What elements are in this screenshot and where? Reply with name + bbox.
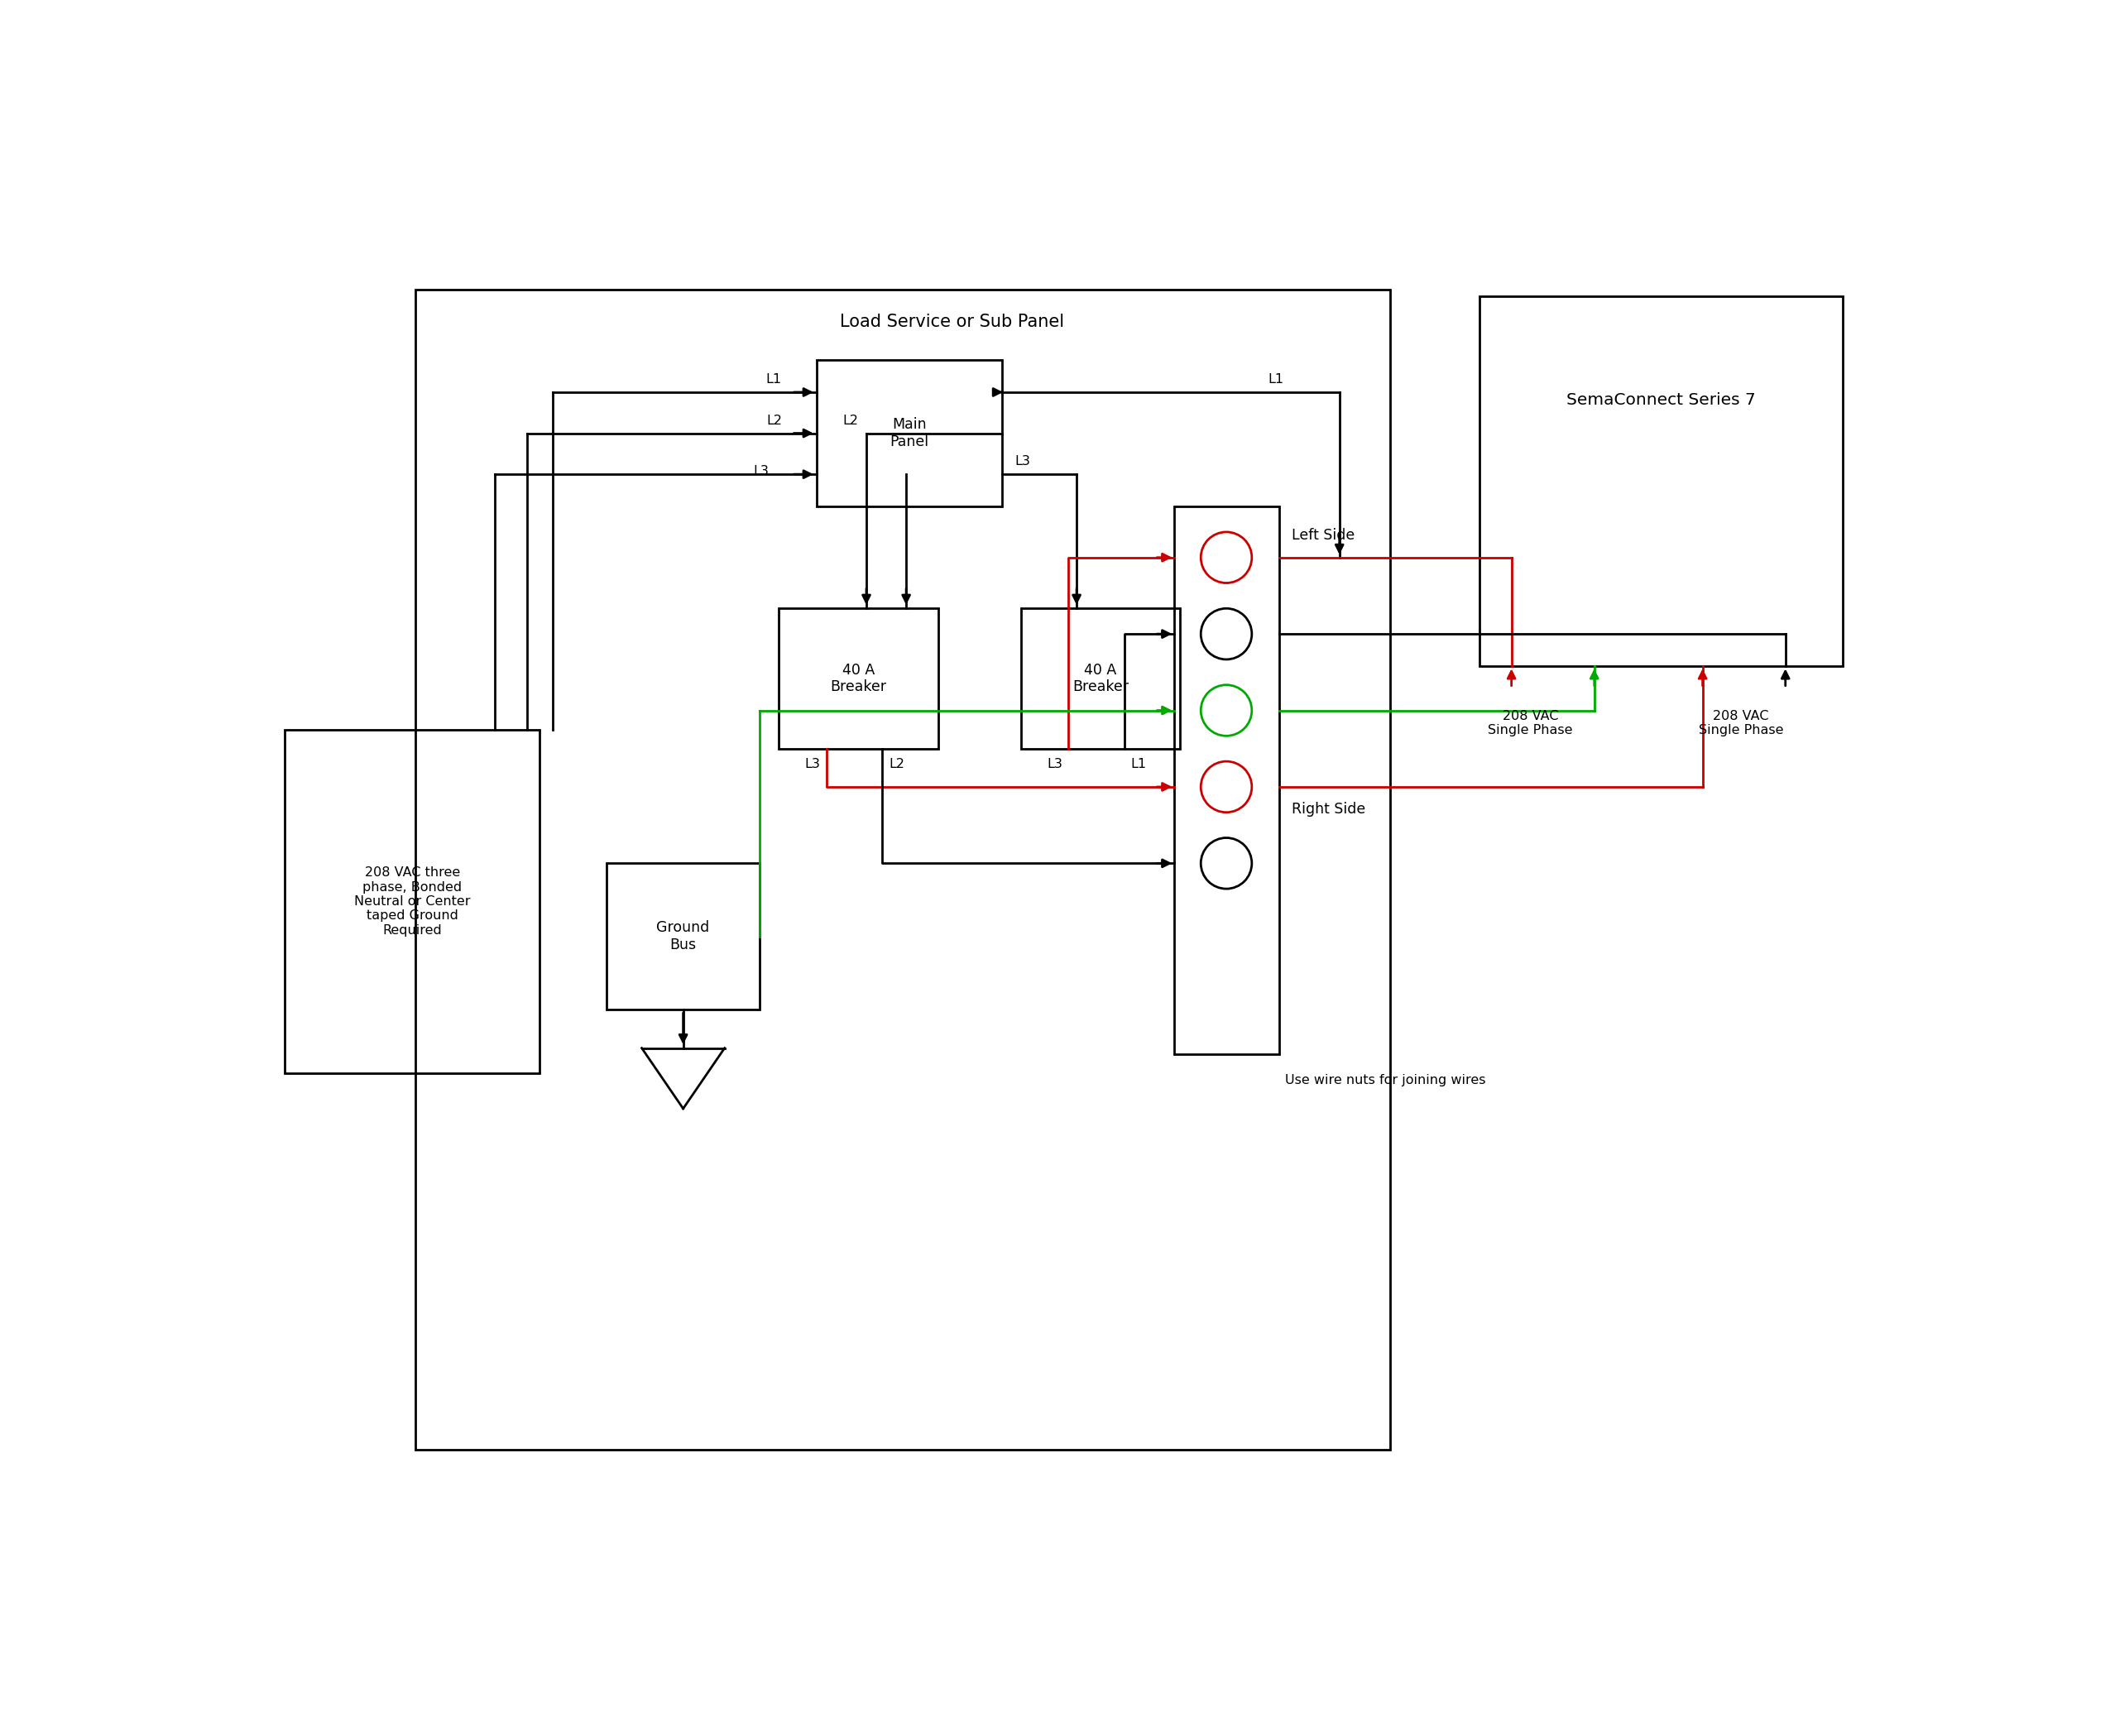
Text: 208 VAC
Single Phase: 208 VAC Single Phase bbox=[1699, 710, 1783, 736]
Text: SemaConnect Series 7: SemaConnect Series 7 bbox=[1566, 392, 1756, 408]
Bar bbox=[1479, 297, 1842, 667]
Text: 208 VAC three
phase, Bonded
Neutral or Center
taped Ground
Required: 208 VAC three phase, Bonded Neutral or C… bbox=[354, 866, 471, 936]
Text: Left Side: Left Side bbox=[1291, 528, 1355, 543]
Text: 208 VAC
Single Phase: 208 VAC Single Phase bbox=[1488, 710, 1572, 736]
Text: Right Side: Right Side bbox=[1291, 802, 1365, 816]
Text: Use wire nuts for joining wires: Use wire nuts for joining wires bbox=[1285, 1075, 1485, 1087]
Text: L1: L1 bbox=[1131, 759, 1146, 771]
Text: L3: L3 bbox=[1047, 759, 1061, 771]
Text: Main
Panel: Main Panel bbox=[890, 417, 928, 450]
Bar bbox=[608, 863, 760, 1010]
Text: L2: L2 bbox=[888, 759, 905, 771]
Text: 40 A
Breaker: 40 A Breaker bbox=[1072, 663, 1129, 694]
Bar bbox=[1021, 608, 1179, 748]
Text: L2: L2 bbox=[766, 415, 783, 427]
Text: Load Service or Sub Panel: Load Service or Sub Panel bbox=[840, 314, 1063, 330]
Bar bbox=[817, 359, 1002, 507]
Text: L3: L3 bbox=[753, 465, 770, 477]
Text: L1: L1 bbox=[1268, 373, 1283, 385]
Text: 40 A
Breaker: 40 A Breaker bbox=[829, 663, 886, 694]
Bar bbox=[416, 290, 1390, 1450]
Text: L1: L1 bbox=[766, 373, 783, 385]
Bar bbox=[779, 608, 939, 748]
Text: L3: L3 bbox=[804, 759, 821, 771]
Bar bbox=[285, 729, 540, 1073]
Text: L3: L3 bbox=[1015, 455, 1030, 467]
Bar bbox=[1173, 507, 1279, 1054]
Text: L2: L2 bbox=[844, 415, 859, 427]
Text: Ground
Bus: Ground Bus bbox=[656, 920, 709, 953]
